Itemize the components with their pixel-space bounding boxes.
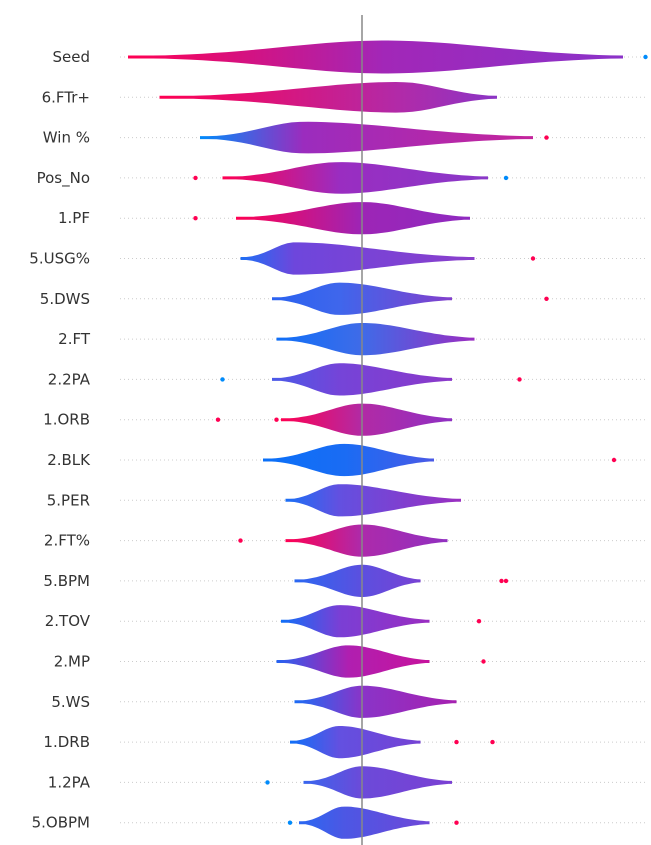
feature-label: Seed [53, 48, 91, 66]
violin [290, 726, 421, 759]
violin [285, 524, 448, 557]
outlier-point [238, 538, 243, 543]
violin [281, 605, 430, 638]
feature-label: 5.PER [47, 491, 90, 509]
violin [222, 162, 488, 194]
violin [281, 403, 452, 436]
outlier-point [530, 256, 536, 261]
feature-label: 5.WS [51, 693, 90, 711]
outlier-point [265, 780, 270, 785]
outlier-point [490, 739, 495, 745]
feature-label: Pos_No [37, 169, 90, 188]
feature-label: 2.MP [54, 653, 90, 671]
outlier-point [517, 377, 522, 382]
outlier-point [544, 296, 549, 301]
violin [276, 645, 430, 678]
violin [128, 40, 623, 74]
feature-labels: Seed 6.FTr+ Win % Pos_No 1.PF 5.USG% 5.DWS 2.FT… [29, 48, 91, 832]
feature-label: 1.DRB [43, 733, 90, 751]
violin [294, 564, 421, 597]
outlier-point [544, 135, 549, 140]
outlier-point [499, 578, 504, 584]
feature-label: 5.OBPM [32, 814, 90, 832]
outlier-point [503, 578, 509, 584]
outlier-point [454, 820, 459, 825]
feature-label: 2.2PA [48, 370, 91, 388]
outlier-point [481, 659, 486, 664]
outlier-point [287, 820, 293, 825]
outlier-point [193, 216, 198, 221]
outlier-point [220, 377, 225, 382]
violin [240, 242, 475, 275]
outlier-point [611, 457, 617, 463]
violin-layer [128, 40, 648, 839]
feature-label: 2.BLK [47, 451, 91, 469]
outlier-point [643, 54, 648, 60]
feature-label: 1.PF [58, 209, 90, 227]
violin [263, 443, 434, 477]
violin [159, 82, 497, 113]
feature-label: 2.FT% [44, 532, 90, 550]
violin [285, 484, 461, 517]
outlier-point [215, 417, 221, 422]
violin [236, 202, 470, 235]
feature-label: 5.DWS [40, 290, 90, 308]
violin [303, 766, 452, 799]
violin [299, 806, 430, 839]
feature-label: 1.2PA [48, 773, 91, 791]
outlier-point [193, 175, 198, 181]
violin [200, 121, 533, 154]
outlier-point [274, 417, 279, 422]
feature-label: 2.TOV [45, 612, 91, 630]
outlier-point [454, 739, 459, 745]
feature-label: Win % [43, 129, 90, 147]
feature-label: 6.FTr+ [42, 88, 90, 106]
violin [294, 685, 457, 718]
feature-label: 5.USG% [29, 250, 90, 268]
outlier-point [476, 619, 482, 624]
feature-label: 1.ORB [43, 411, 90, 429]
feature-label: 2.FT [58, 330, 91, 348]
feature-label: 5.BPM [43, 572, 90, 590]
outlier-point [503, 175, 509, 181]
violin [276, 323, 475, 356]
